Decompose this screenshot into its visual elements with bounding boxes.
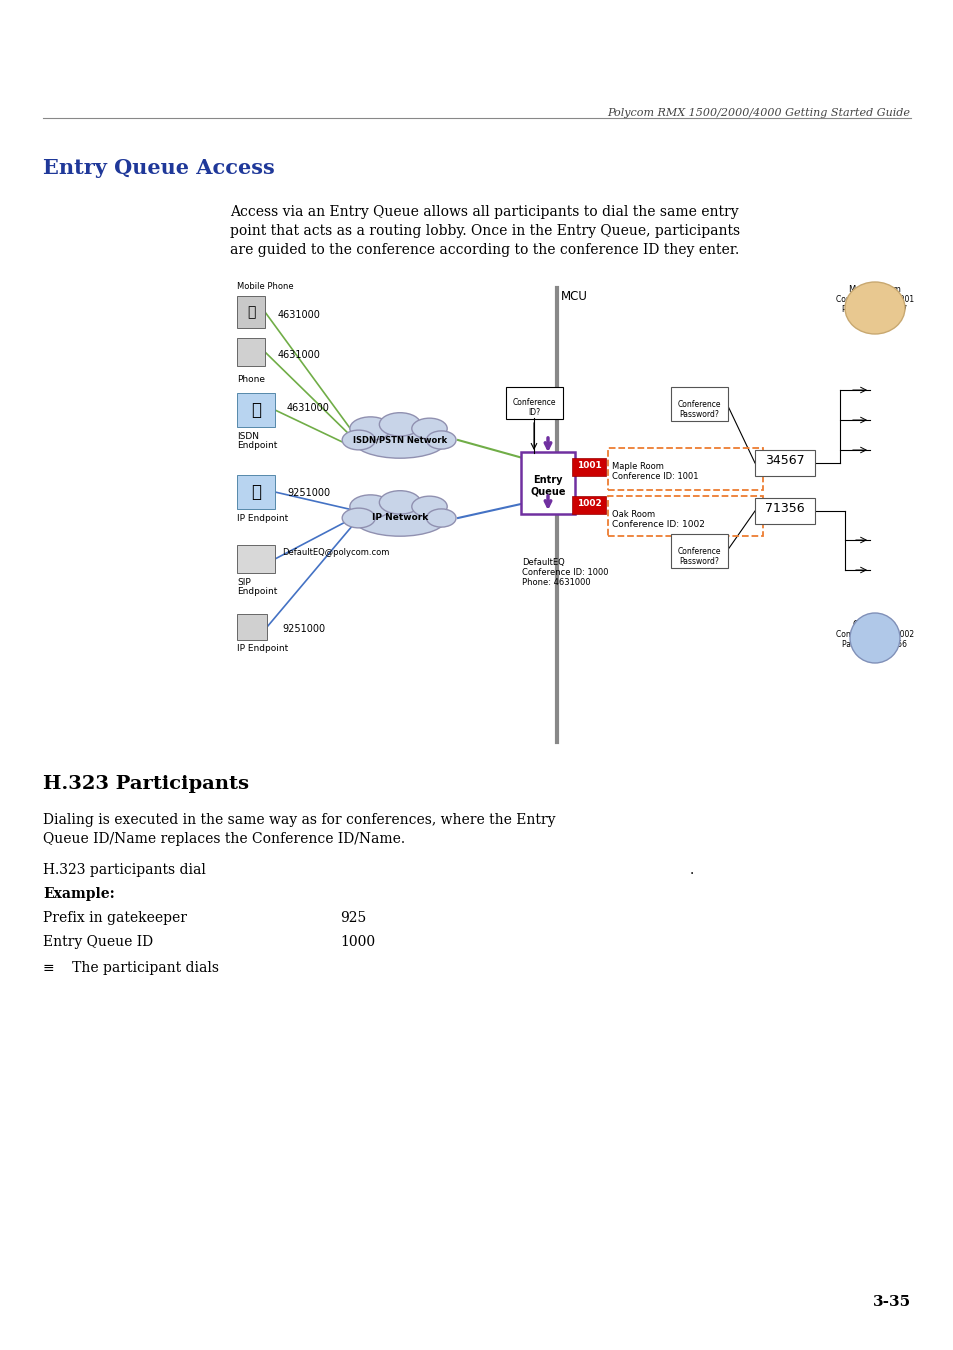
Text: IP Endpoint: IP Endpoint <box>236 514 288 522</box>
Text: Password?: Password? <box>679 558 719 566</box>
FancyBboxPatch shape <box>572 495 605 514</box>
Text: Prefix in gatekeeper: Prefix in gatekeeper <box>43 911 187 925</box>
Text: Conference ID: 1002: Conference ID: 1002 <box>612 520 704 529</box>
Text: Access via an Entry Queue allows all participants to dial the same entry
point t: Access via an Entry Queue allows all par… <box>230 205 740 256</box>
Text: Entry: Entry <box>533 475 562 485</box>
Text: IP Endpoint: IP Endpoint <box>236 644 288 653</box>
Ellipse shape <box>350 417 391 440</box>
Text: Conference ID: 1001: Conference ID: 1001 <box>835 296 913 304</box>
FancyBboxPatch shape <box>520 452 575 514</box>
Text: .: . <box>689 863 694 878</box>
Text: Password: 71356: Password: 71356 <box>841 640 906 649</box>
Text: SIP: SIP <box>236 578 251 587</box>
Text: Endpoint: Endpoint <box>236 587 277 595</box>
Text: 9251000: 9251000 <box>287 487 330 498</box>
Bar <box>236 296 265 328</box>
Bar <box>754 498 814 524</box>
Ellipse shape <box>426 431 456 450</box>
Text: Maple Room: Maple Room <box>612 462 663 471</box>
Text: Phone: 4631000: Phone: 4631000 <box>521 578 590 587</box>
Ellipse shape <box>379 413 420 436</box>
Text: Entry Queue ID: Entry Queue ID <box>43 936 153 949</box>
Text: 71356: 71356 <box>764 502 804 516</box>
Ellipse shape <box>342 508 375 528</box>
Text: Phone: Phone <box>236 375 265 383</box>
Ellipse shape <box>342 431 375 450</box>
Text: 1000: 1000 <box>339 936 375 949</box>
Text: 3-35: 3-35 <box>872 1295 910 1309</box>
Text: Conference ID: 1001: Conference ID: 1001 <box>612 472 698 481</box>
Text: 925: 925 <box>339 911 366 925</box>
Bar <box>607 448 762 490</box>
Ellipse shape <box>844 282 904 333</box>
Text: 4631000: 4631000 <box>277 350 320 360</box>
Text: Conference: Conference <box>512 398 556 406</box>
Text: Queue: Queue <box>530 486 565 495</box>
Text: 4631000: 4631000 <box>287 404 330 413</box>
FancyBboxPatch shape <box>670 535 727 568</box>
Text: ID?: ID? <box>528 408 540 417</box>
Text: 🖥: 🖥 <box>251 483 261 501</box>
Text: Endpoint: Endpoint <box>236 441 277 450</box>
Text: 1002: 1002 <box>576 500 600 508</box>
Text: 9251000: 9251000 <box>282 624 325 634</box>
Text: DefaultEQ: DefaultEQ <box>521 558 564 567</box>
Text: Password?: Password? <box>679 410 719 418</box>
Text: 1001: 1001 <box>576 460 600 470</box>
FancyBboxPatch shape <box>505 387 562 418</box>
Text: 34567: 34567 <box>764 455 804 467</box>
Text: Conference ID: 1002: Conference ID: 1002 <box>835 630 913 639</box>
Text: 📱: 📱 <box>247 305 254 319</box>
Text: Conference: Conference <box>677 400 720 409</box>
Ellipse shape <box>350 495 391 518</box>
Text: Oak Room: Oak Room <box>612 510 655 518</box>
Text: 🖥: 🖥 <box>251 401 261 418</box>
Ellipse shape <box>849 613 899 663</box>
Bar <box>236 393 274 427</box>
Text: IP Network: IP Network <box>372 513 428 522</box>
Ellipse shape <box>379 490 420 514</box>
Text: Password: 34567: Password: 34567 <box>841 305 906 315</box>
Text: H.323 participants dial: H.323 participants dial <box>43 863 206 878</box>
Ellipse shape <box>353 500 447 536</box>
Text: Conference: Conference <box>677 547 720 556</box>
Text: MCU: MCU <box>560 290 587 302</box>
Bar <box>236 338 265 366</box>
Ellipse shape <box>412 418 447 439</box>
Text: DefaultEQ@polycom.com: DefaultEQ@polycom.com <box>282 548 389 558</box>
Bar <box>607 495 762 536</box>
Text: Polycom RMX 1500/2000/4000 Getting Started Guide: Polycom RMX 1500/2000/4000 Getting Start… <box>606 108 909 117</box>
Ellipse shape <box>412 497 447 517</box>
Bar <box>236 614 267 640</box>
FancyBboxPatch shape <box>572 458 605 477</box>
Text: Dialing is executed in the same way as for conferences, where the Entry
Queue ID: Dialing is executed in the same way as f… <box>43 813 555 846</box>
Text: Example:: Example: <box>43 887 114 900</box>
FancyBboxPatch shape <box>670 387 727 421</box>
Bar <box>754 450 814 477</box>
Text: ≡    The participant dials: ≡ The participant dials <box>43 961 219 975</box>
Ellipse shape <box>353 421 447 458</box>
Text: Entry Queue Access: Entry Queue Access <box>43 158 274 178</box>
Text: Conference ID: 1000: Conference ID: 1000 <box>521 568 608 576</box>
Text: ISDN/PSTN Network: ISDN/PSTN Network <box>353 436 447 444</box>
Text: ISDN: ISDN <box>236 432 258 441</box>
Bar <box>236 475 274 509</box>
Text: H.323 Participants: H.323 Participants <box>43 775 249 792</box>
Ellipse shape <box>426 509 456 526</box>
Text: 4631000: 4631000 <box>277 310 320 320</box>
Text: Oak Room: Oak Room <box>853 620 896 629</box>
Text: Mobile Phone: Mobile Phone <box>236 282 294 292</box>
Text: Maple Room: Maple Room <box>848 285 900 294</box>
Bar <box>236 545 274 572</box>
